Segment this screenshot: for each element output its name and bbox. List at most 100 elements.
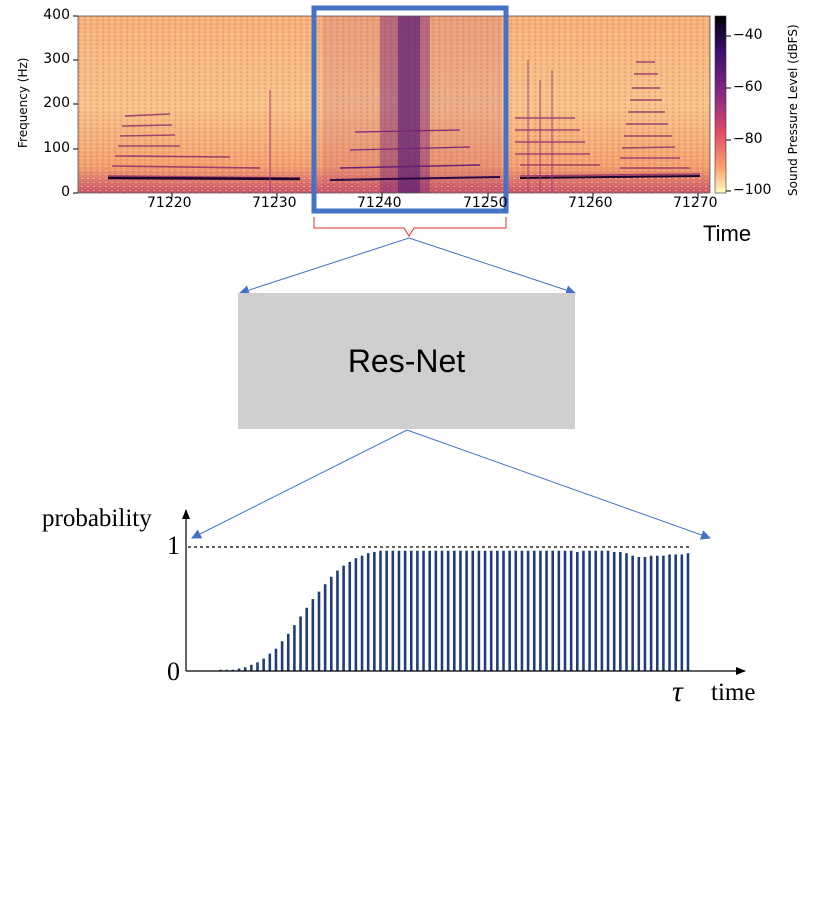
probability-bar [391,550,395,671]
probability-bar [305,607,308,671]
arrow-to-resnet-right [408,237,576,295]
probability-bar [342,565,345,671]
probability-bar [225,669,229,671]
probability-bar [268,653,272,671]
selection-bracket [313,217,507,237]
chart-y-tick-0: 0 [167,657,180,686]
x-tick-71270: 71270 [673,195,718,211]
probability-bar [637,556,641,671]
probability-bar [323,584,327,671]
probability-bar [520,550,524,671]
probability-bar [317,591,321,671]
probability-bar [299,616,302,671]
colorbar [714,15,727,194]
probability-bar [619,551,622,671]
probability-bar [354,558,358,671]
colorbar-tick-100: −100 [733,182,772,198]
probability-bar [262,658,265,671]
probability-bar [477,550,481,671]
probability-bar [526,550,530,671]
probability-bar [606,550,610,671]
probability-bar [397,550,401,671]
y-tick-100: 100 [43,140,70,156]
probability-bar [600,550,604,671]
probability-bar [668,554,671,671]
probability-bar [293,625,296,671]
probability-bar [631,555,634,671]
probability-bar [274,648,278,671]
probability-bar [446,550,450,671]
probability-bar [348,561,352,671]
probability-bar [416,550,419,671]
spectrogram-burst [322,16,502,193]
probability-bar [563,550,567,671]
probability-bar [643,556,647,671]
probability-bar [231,669,235,671]
y-tick-300: 300 [43,51,70,67]
probability-bar [680,554,684,671]
y-tick-0: 0 [61,184,70,200]
y-tick-200: 200 [43,95,70,111]
probability-bar [649,555,653,671]
spectrogram-figure [73,5,731,237]
spectrogram-harmonics [107,61,701,179]
x-tick-71240: 71240 [357,195,402,211]
x-tick-71250: 71250 [463,195,508,211]
probability-bar [594,550,598,671]
probability-bar [502,550,505,671]
y-tick-400: 400 [43,7,70,23]
colorbar-tick-60: −60 [733,79,763,95]
probability-bar [440,550,444,671]
probability-bar [237,668,241,671]
chart-y-tick-1: 1 [167,531,180,560]
probability-bar [539,550,542,671]
probability-bar [385,550,388,671]
probability-bar [655,555,659,671]
time-axis-label: Time [703,221,752,246]
colorbar-tick-40: −40 [733,27,763,43]
arrow-to-chart-left [191,429,408,539]
probability-bar [360,555,364,671]
probability-bar [508,550,511,671]
probability-bar [428,550,431,671]
probability-bar [551,550,554,671]
probability-bar [250,664,253,671]
probability-bar [453,550,456,671]
probability-bar [379,550,382,671]
arrow-to-chart-right [406,429,711,540]
probability-bar [465,550,468,671]
probability-bar [336,570,339,671]
resnet-label: Res-Net [347,342,466,379]
chart-x-label: time [711,679,756,706]
probability-bar [366,553,370,671]
probability-bar [545,550,548,671]
probability-bar [582,550,585,671]
probability-bar [489,550,493,671]
probability-bar [403,550,407,671]
probability-bar [588,550,591,671]
probability-bar [286,633,290,671]
chart-y-label: probability [42,505,152,532]
chart-tau-marker: τ [672,675,683,708]
probability-bar [483,550,487,671]
probability-bar [280,641,284,671]
arrow-to-resnet-left [239,237,410,295]
probability-bar [373,551,376,671]
probability-bar [569,550,573,671]
probability-bars [219,550,690,671]
probability-bar [662,555,665,671]
probability-bar [514,550,518,671]
probability-bar [409,550,413,671]
probability-bar [674,554,677,671]
resnet-block: Res-Net [238,293,575,429]
probability-bar [434,550,438,671]
probability-bar [256,662,259,671]
probability-bar [612,551,616,671]
probability-bar [686,553,690,671]
probability-bar [471,550,475,671]
probability-bar [532,550,536,671]
probability-bar [557,550,561,671]
